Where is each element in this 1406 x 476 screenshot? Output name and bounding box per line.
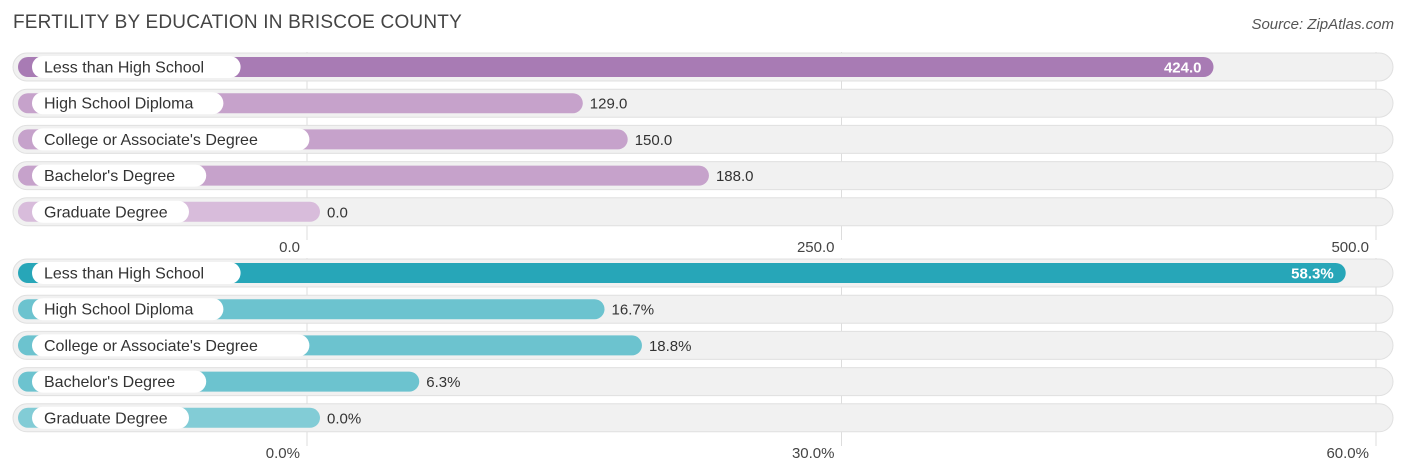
source-note: Source: ZipAtlas.com xyxy=(1251,16,1394,33)
category-label-pill xyxy=(32,406,189,429)
category-label: Less than High School xyxy=(44,266,204,283)
category-label: Bachelor's Degree xyxy=(44,374,175,391)
tick-label: 0.0 xyxy=(279,239,300,256)
tick-label: 500.0 xyxy=(1331,239,1369,256)
value-label: 6.3% xyxy=(426,374,460,391)
chart-title: FERTILITY BY EDUCATION IN BRISCOE COUNTY xyxy=(13,12,462,33)
category-label: High School Diploma xyxy=(44,96,194,113)
category-label-pill xyxy=(32,92,224,115)
category-label-pill xyxy=(32,128,310,151)
category-label: Less than High School xyxy=(44,60,204,77)
value-label: 150.0 xyxy=(635,132,673,149)
row-track xyxy=(12,197,1394,227)
tick-label: 0.0% xyxy=(266,445,300,462)
category-label-pill xyxy=(32,334,310,357)
category-label-pill xyxy=(32,200,189,223)
value-label: 0.0% xyxy=(327,410,361,427)
tick-label: 30.0% xyxy=(792,445,835,462)
bar xyxy=(18,263,1346,283)
category-label-pill xyxy=(32,298,224,321)
category-label: College or Associate's Degree xyxy=(44,338,258,355)
row-track xyxy=(12,403,1394,433)
category-label: Bachelor's Degree xyxy=(44,168,175,185)
value-label: 424.0 xyxy=(1164,60,1202,77)
tick-label: 60.0% xyxy=(1326,445,1369,462)
value-label: 16.7% xyxy=(612,302,655,319)
bar xyxy=(18,57,1214,77)
category-label-pill xyxy=(32,164,207,187)
category-label: Graduate Degree xyxy=(44,410,168,427)
value-label: 58.3% xyxy=(1291,266,1334,283)
tick-label: 250.0 xyxy=(797,239,835,256)
category-label: College or Associate's Degree xyxy=(44,132,258,149)
category-label: High School Diploma xyxy=(44,302,194,319)
value-label: 18.8% xyxy=(649,338,692,355)
value-label: 129.0 xyxy=(590,96,628,113)
value-label: 0.0 xyxy=(327,204,348,221)
category-label: Graduate Degree xyxy=(44,204,168,221)
value-label: 188.0 xyxy=(716,168,754,185)
category-label-pill xyxy=(32,262,241,284)
category-label-pill xyxy=(32,370,207,393)
category-label-pill xyxy=(32,56,241,78)
